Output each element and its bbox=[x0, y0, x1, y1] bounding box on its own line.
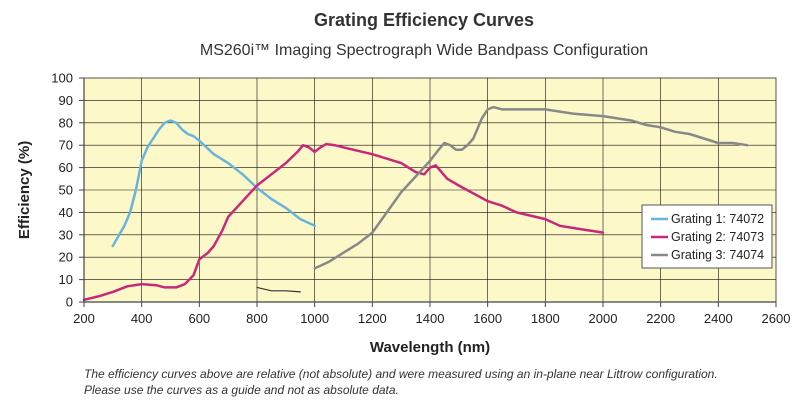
y-tick-label: 10 bbox=[59, 272, 73, 287]
x-tick-label: 400 bbox=[131, 311, 153, 326]
x-axis-label: Wavelength (nm) bbox=[370, 339, 490, 356]
chart-subtitle: MS260i™ Imaging Spectrograph Wide Bandpa… bbox=[200, 42, 648, 59]
x-tick-label: 1800 bbox=[531, 311, 560, 326]
legend-label-grating-1: Grating 1: 74072 bbox=[671, 212, 764, 226]
footnote-line-2: Please use the curves as a guide and not… bbox=[84, 383, 399, 397]
x-tick-label: 2400 bbox=[704, 311, 733, 326]
series-line-3 bbox=[313, 105, 749, 270]
series-line-1 bbox=[111, 119, 316, 248]
x-tick-label: 1200 bbox=[358, 311, 387, 326]
footnote: The efficiency curves above are relative… bbox=[84, 366, 784, 398]
legend-item-grating-2: Grating 2: 74073 bbox=[651, 230, 764, 244]
y-axis-ticks: 0 10 20 30 40 50 60 70 80 90 100 bbox=[51, 71, 84, 310]
x-tick-label: 1000 bbox=[300, 311, 329, 326]
x-tick-label: 600 bbox=[188, 311, 210, 326]
x-tick-label: 2000 bbox=[589, 311, 618, 326]
x-tick-label: 2600 bbox=[762, 311, 791, 326]
y-tick-label: 0 bbox=[66, 295, 73, 310]
y-axis-label: Efficiency (%) bbox=[16, 141, 33, 239]
footnote-line-1: The efficiency curves above are relative… bbox=[84, 367, 718, 381]
x-tick-label: 2200 bbox=[646, 311, 675, 326]
chart-title: Grating Efficiency Curves bbox=[314, 10, 534, 30]
y-tick-label: 90 bbox=[59, 93, 73, 108]
y-tick-label: 100 bbox=[51, 71, 73, 86]
y-tick-label: 40 bbox=[59, 205, 73, 220]
x-axis-ticks: 200 400 600 800 1000 1200 1400 1600 1800 2000 2200… bbox=[73, 302, 790, 326]
legend: Grating 1: 74072 Grating 2: 74073 Gratin… bbox=[641, 204, 773, 269]
series-line-4 bbox=[256, 286, 301, 293]
series-line-2 bbox=[82, 142, 605, 302]
legend-label-grating-2: Grating 2: 74073 bbox=[671, 230, 764, 244]
x-tick-label: 800 bbox=[246, 311, 268, 326]
y-tick-label: 20 bbox=[59, 250, 73, 265]
y-tick-label: 60 bbox=[59, 160, 73, 175]
y-tick-label: 80 bbox=[59, 115, 73, 130]
y-tick-label: 50 bbox=[59, 183, 73, 198]
series-layer bbox=[82, 105, 749, 302]
y-tick-label: 70 bbox=[59, 138, 73, 153]
grating-efficiency-chart: Grating Efficiency Curves MS260i™ Imagin… bbox=[16, 10, 790, 356]
x-tick-label: 200 bbox=[73, 311, 95, 326]
x-tick-label: 1600 bbox=[473, 311, 502, 326]
legend-item-grating-3: Grating 3: 74074 bbox=[651, 248, 764, 262]
legend-label-grating-3: Grating 3: 74074 bbox=[671, 248, 764, 262]
legend-item-grating-1: Grating 1: 74072 bbox=[651, 212, 764, 226]
x-tick-label: 1400 bbox=[416, 311, 445, 326]
y-tick-label: 30 bbox=[59, 227, 73, 242]
